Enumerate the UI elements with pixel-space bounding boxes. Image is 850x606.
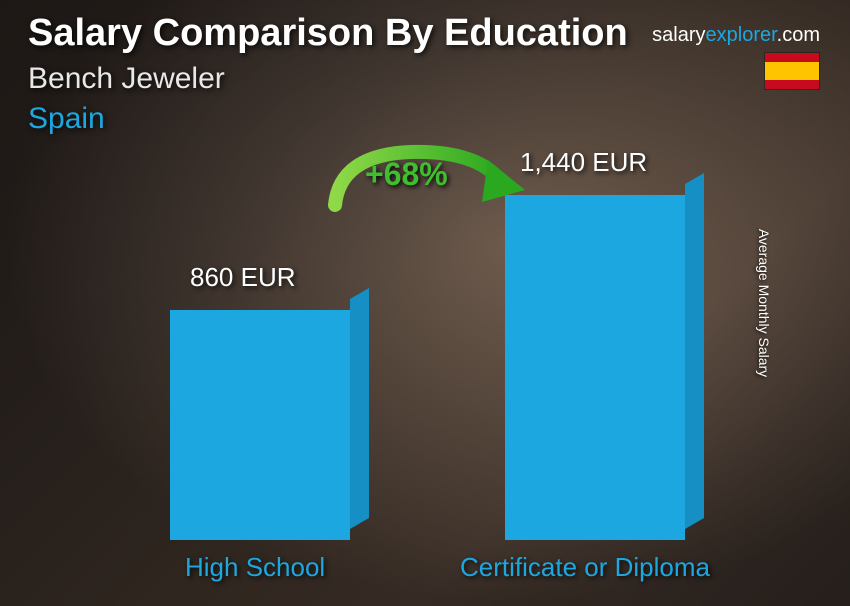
bar-front-2: [505, 195, 685, 540]
flag-icon: [764, 52, 820, 90]
site-mid: explorer: [706, 24, 777, 46]
bar-side-2: [685, 173, 704, 529]
bar-label-1: High School: [185, 552, 325, 583]
increase-percent: +68%: [365, 156, 448, 193]
bar-front-1: [170, 310, 350, 540]
chart-title: Salary Comparison By Education: [28, 12, 628, 55]
flag-stripe-bottom: [765, 80, 819, 89]
flag-stripe-mid: [765, 62, 819, 80]
site-suffix: .com: [777, 24, 820, 46]
bar-value-1: 860 EUR: [190, 262, 296, 293]
chart-subtitle: Bench Jeweler: [28, 62, 225, 96]
bar-side-1: [350, 288, 369, 529]
bar-group-1: 860 EUR High School: [170, 310, 350, 540]
y-axis-label: Average Monthly Salary: [756, 229, 772, 377]
bar-value-2: 1,440 EUR: [520, 147, 647, 178]
bar-label-2: Certificate or Diploma: [460, 552, 710, 583]
bar-group-2: 1,440 EUR Certificate or Diploma: [505, 195, 685, 540]
bar-2: [505, 195, 685, 540]
chart-country: Spain: [28, 102, 105, 136]
site-prefix: salary: [652, 24, 705, 46]
content-container: Salary Comparison By Education Bench Jew…: [0, 0, 850, 606]
site-brand: salaryexplorer.com: [652, 24, 820, 47]
bar-1: [170, 310, 350, 540]
flag-stripe-top: [765, 53, 819, 62]
